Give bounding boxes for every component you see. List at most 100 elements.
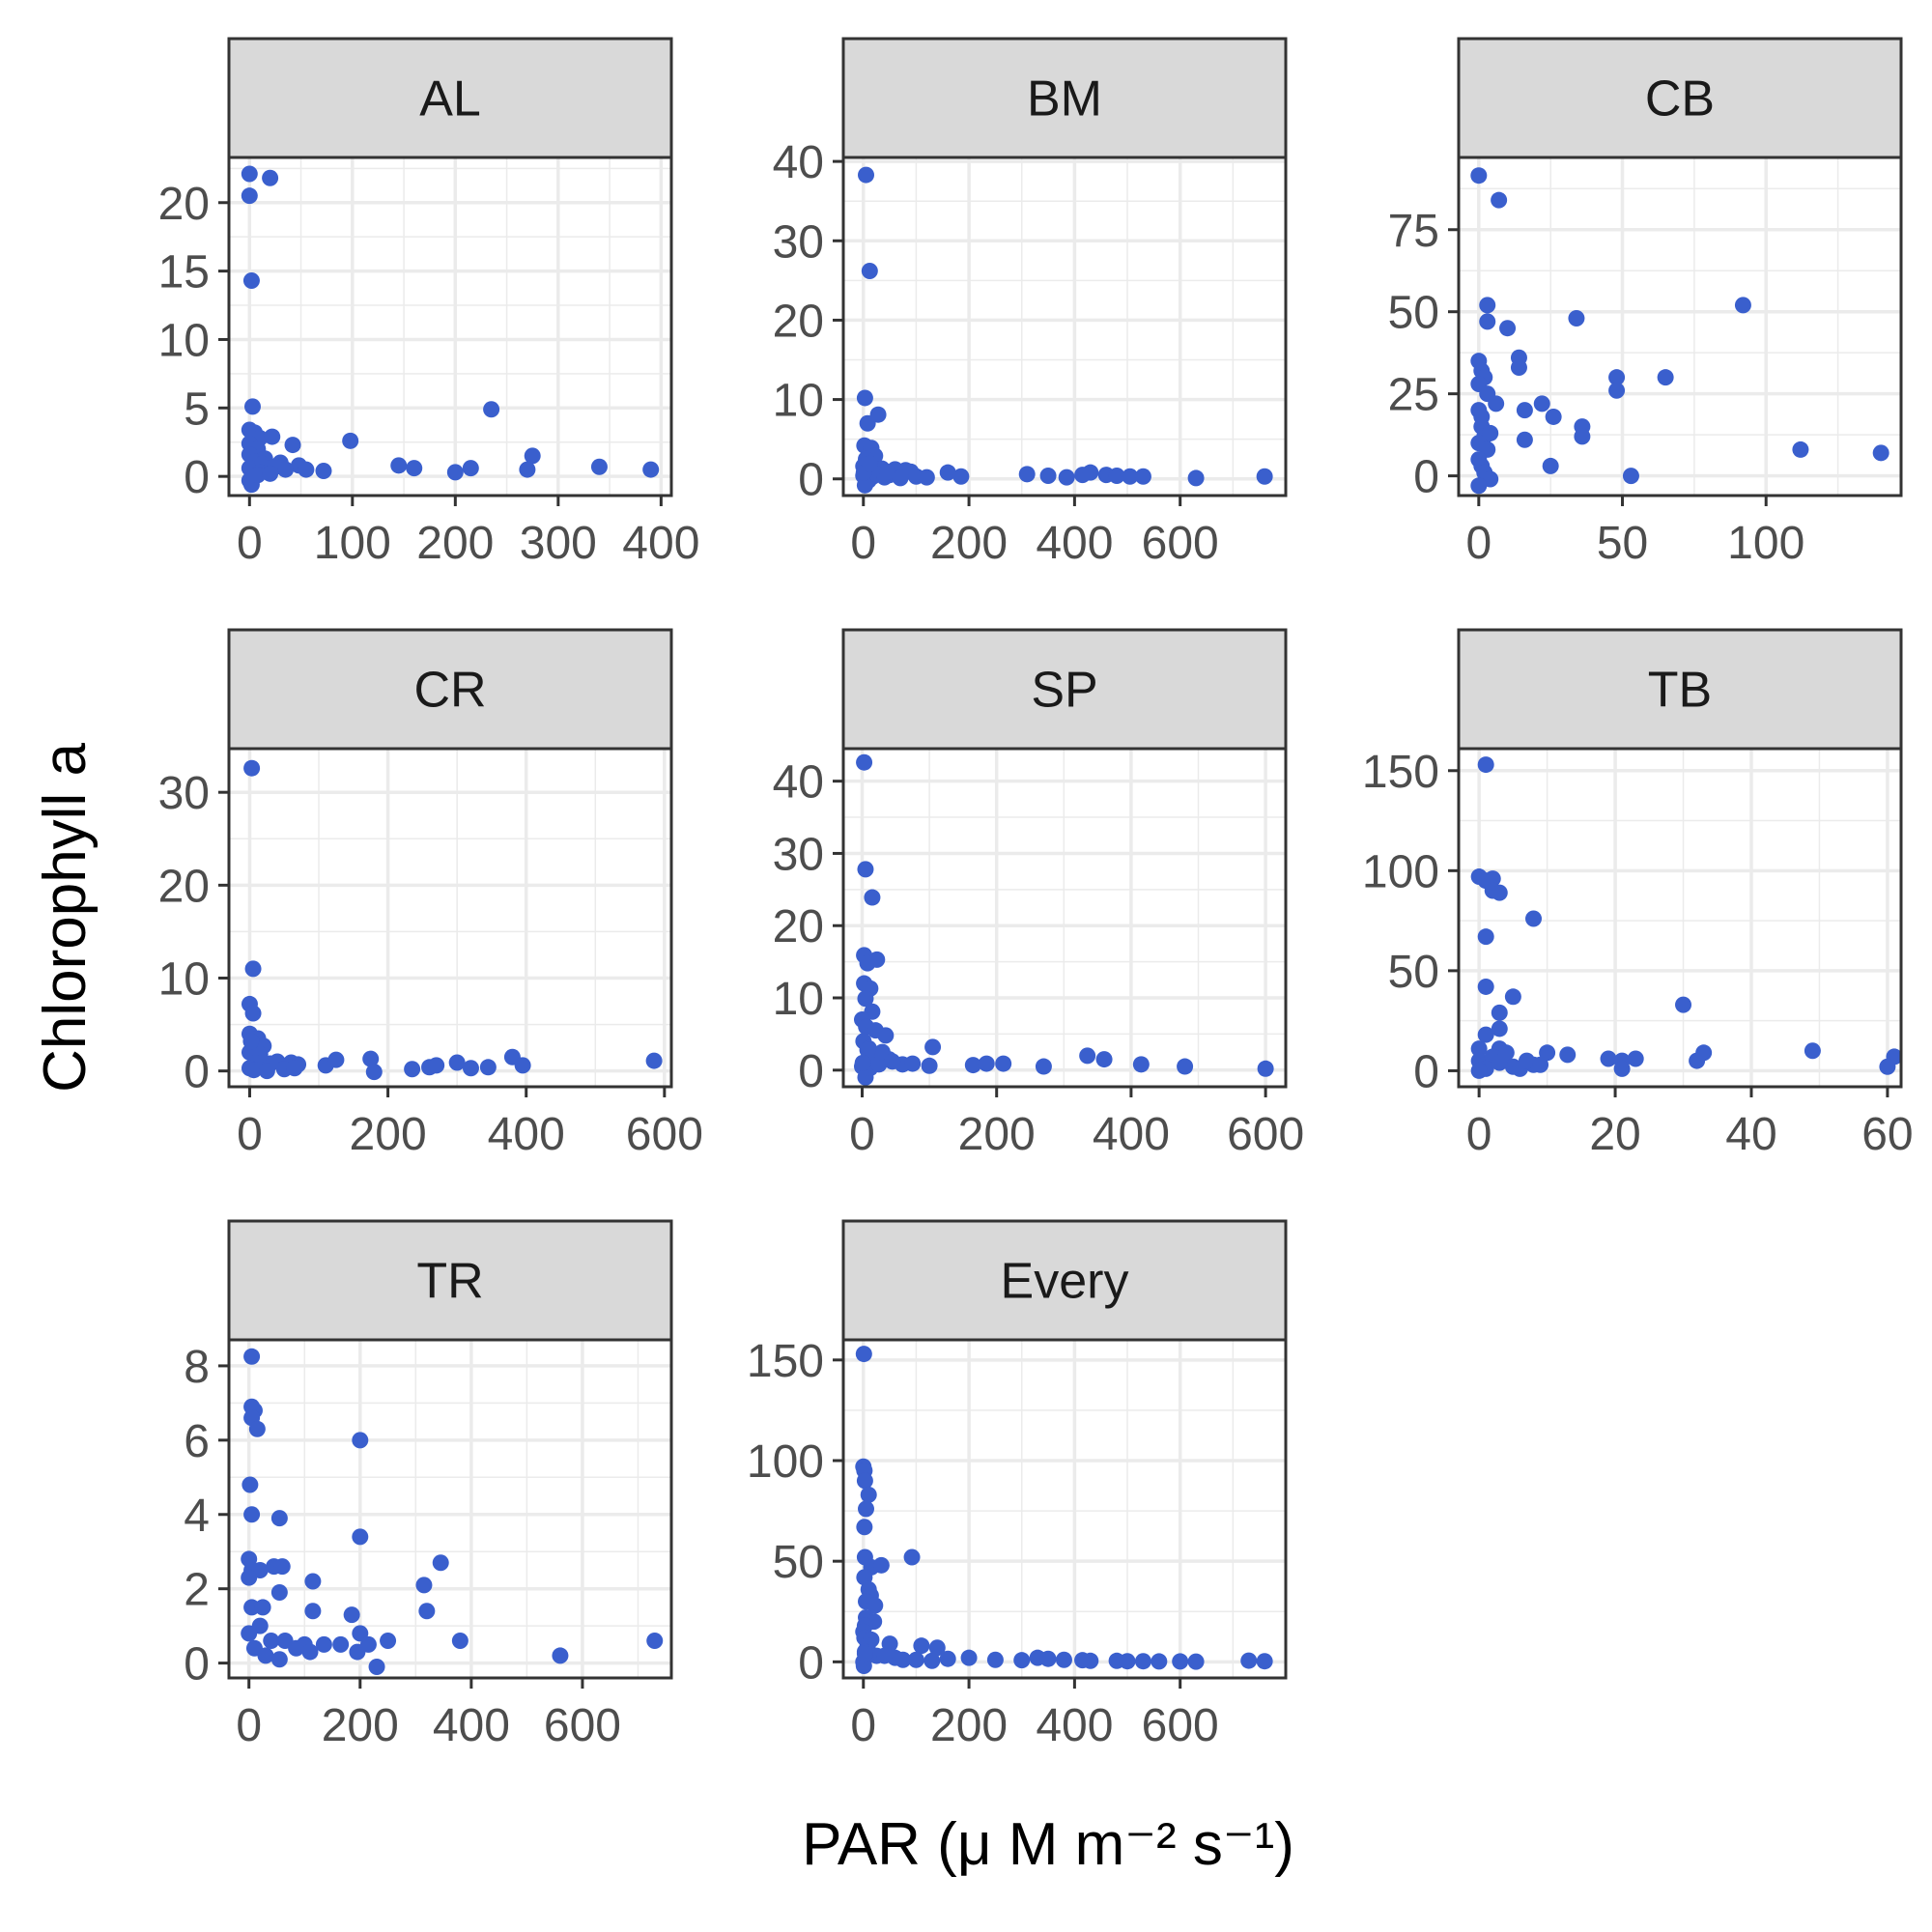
data-point: [1479, 385, 1496, 403]
data-point: [365, 1064, 383, 1081]
data-point: [241, 165, 258, 183]
y-tick-label: 10: [158, 315, 210, 366]
x-tick-label: 200: [930, 518, 1008, 569]
data-point: [903, 1548, 921, 1566]
data-point: [913, 1637, 930, 1655]
data-point: [960, 1649, 978, 1666]
x-tick-label: 400: [1036, 518, 1113, 569]
data-point: [368, 1658, 385, 1675]
data-point: [284, 437, 301, 454]
data-point: [514, 1057, 531, 1074]
data-point: [856, 753, 873, 771]
data-point: [1491, 884, 1508, 901]
data-point: [1539, 1044, 1556, 1062]
data-point: [1627, 1050, 1644, 1067]
data-point: [263, 1633, 280, 1650]
x-tick-label: 0: [850, 518, 876, 569]
y-tick-label: 30: [158, 768, 210, 819]
data-point: [270, 1510, 288, 1527]
data-point: [1484, 870, 1501, 888]
data-point: [856, 1519, 873, 1536]
data-point: [1082, 464, 1099, 481]
x-tick-label: 400: [433, 1700, 510, 1751]
data-point: [1533, 395, 1550, 412]
x-axis-title: PAR (μ M m⁻² s⁻¹): [802, 1811, 1294, 1878]
facet-panel-tr: TR 0 2 4 6 8 0 200 400 600: [184, 1219, 673, 1751]
data-point: [1240, 1652, 1258, 1669]
plot-area: [843, 1340, 1286, 1678]
data-point: [243, 1506, 261, 1523]
y-tick-label: 0: [798, 455, 824, 506]
data-point: [1804, 1042, 1821, 1060]
x-tick-label: 600: [1142, 1700, 1219, 1751]
data-point: [854, 1054, 871, 1071]
data-point: [1504, 988, 1521, 1006]
data-point: [869, 406, 887, 423]
y-tick-label: 0: [184, 1047, 210, 1098]
data-point: [1082, 1652, 1099, 1669]
y-tick-label: 100: [1362, 846, 1439, 897]
y-tick-label: 50: [773, 1537, 824, 1588]
strip-label: SP: [1031, 663, 1097, 719]
x-tick-label: 200: [322, 1700, 399, 1751]
data-point: [1792, 440, 1809, 458]
data-point: [1545, 408, 1562, 425]
data-point: [1151, 1653, 1168, 1670]
data-point: [288, 1639, 305, 1657]
data-point: [1559, 1046, 1577, 1064]
data-point: [876, 1647, 894, 1664]
data-point: [304, 1573, 322, 1590]
data-point: [1177, 1058, 1194, 1075]
data-points: [855, 166, 1273, 494]
data-point: [244, 1005, 262, 1022]
strip-background: [841, 37, 1288, 159]
y-tick-label: 0: [798, 1637, 824, 1689]
data-point: [1491, 191, 1508, 209]
data-point: [868, 951, 886, 968]
x-tick-label: 0: [849, 1109, 875, 1160]
strip-background: [1457, 37, 1903, 159]
data-point: [1510, 358, 1527, 376]
data-point: [872, 1556, 890, 1574]
data-point: [1542, 457, 1559, 474]
data-point: [258, 1063, 275, 1080]
data-point: [1035, 1058, 1052, 1075]
data-point: [857, 990, 874, 1008]
data-point: [856, 1472, 873, 1490]
data-point: [298, 461, 315, 478]
data-point: [1470, 477, 1488, 495]
data-point: [270, 1584, 288, 1602]
data-point: [552, 1647, 569, 1664]
data-points: [855, 1346, 1273, 1674]
y-tick-label: 150: [1362, 747, 1439, 798]
plot-area: [229, 157, 671, 496]
data-point: [995, 1055, 1012, 1072]
data-point: [858, 166, 875, 184]
gridlines: [843, 157, 1286, 496]
y-tick-label: 50: [1388, 947, 1439, 998]
data-point: [243, 398, 261, 415]
data-point: [1479, 313, 1496, 330]
x-tick-label: 400: [622, 518, 699, 569]
data-point: [859, 1041, 876, 1059]
strip-label: Every: [1001, 1254, 1129, 1310]
data-point: [1018, 466, 1036, 483]
data-point: [1491, 1054, 1508, 1071]
x-tick-label: 100: [314, 518, 391, 569]
data-point: [642, 461, 660, 478]
data-point: [270, 1651, 288, 1668]
data-point: [1608, 369, 1626, 386]
data-point: [418, 1603, 436, 1620]
strip-background: [227, 628, 673, 751]
x-tick-label: 200: [930, 1700, 1008, 1751]
data-point: [939, 1650, 956, 1667]
data-point: [249, 467, 267, 484]
data-point: [1134, 1653, 1151, 1670]
data-point: [315, 1635, 332, 1653]
y-tick-label: 20: [773, 901, 824, 952]
data-point: [1058, 469, 1075, 486]
